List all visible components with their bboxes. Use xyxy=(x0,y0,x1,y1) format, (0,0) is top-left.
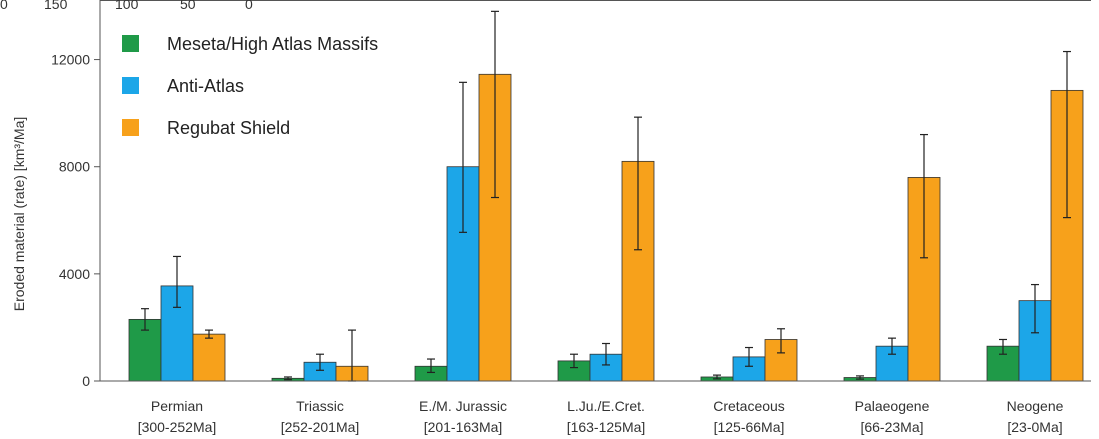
x-category-label-2: E./M. Jurassic xyxy=(419,398,507,414)
x-category-range-0: [300-252Ma] xyxy=(138,419,217,435)
y-tick-label-2: 8000 xyxy=(59,159,90,175)
legend-label-2: Regubat Shield xyxy=(167,118,290,138)
top-tick-label-3: 50 xyxy=(180,0,196,12)
x-category-range-4: [125-66Ma] xyxy=(714,419,785,435)
x-category-range-5: [66-23Ma] xyxy=(860,419,923,435)
legend: Meseta/High Atlas Massifs Anti-Atlas Regub… xyxy=(122,34,378,138)
error-bars-group xyxy=(141,10,1071,382)
legend-label-0: Meseta/High Atlas Massifs xyxy=(167,34,378,54)
y-tick-label-0: 0 xyxy=(82,373,90,389)
x-category-range-1: [252-201Ma] xyxy=(281,419,360,435)
x-category-label-3: L.Ju./E.Cret. xyxy=(567,398,645,414)
y-axis-title: Eroded material (rate) [km³/Ma] xyxy=(11,117,27,312)
x-axis-labels: Permian [300-252Ma] Triassic [252-201Ma] E./… xyxy=(138,398,1064,435)
top-tick-label-0: 0 xyxy=(0,0,8,12)
x-category-label-6: Neogene xyxy=(1007,398,1064,414)
y-tick-label-1: 4000 xyxy=(59,266,90,282)
legend-swatch-1 xyxy=(122,77,139,94)
top-tick-label-4: 0 xyxy=(245,0,253,12)
x-category-label-0: Permian xyxy=(151,398,203,414)
x-category-label-5: Palaeogene xyxy=(855,398,930,414)
bar-2-0 xyxy=(192,333,226,382)
legend-label-1: Anti-Atlas xyxy=(167,76,244,96)
top-tick-label-1: 150 xyxy=(44,0,68,12)
y-tick-label-3: 12000 xyxy=(51,52,90,68)
x-category-range-6: [23-0Ma] xyxy=(1007,419,1062,435)
legend-swatch-0 xyxy=(122,35,139,52)
y-axis: 0 4000 8000 12000 xyxy=(51,0,101,389)
x-category-label-4: Cretaceous xyxy=(713,398,785,414)
x-category-label-1: Triassic xyxy=(296,398,344,414)
x-category-range-3: [163-125Ma] xyxy=(567,419,646,435)
legend-swatch-2 xyxy=(122,119,139,136)
top-tick-label-2: 100 xyxy=(115,0,139,12)
x-category-range-2: [201-163Ma] xyxy=(424,419,503,435)
top-axis: 0 150 100 50 0 xyxy=(0,0,1091,12)
